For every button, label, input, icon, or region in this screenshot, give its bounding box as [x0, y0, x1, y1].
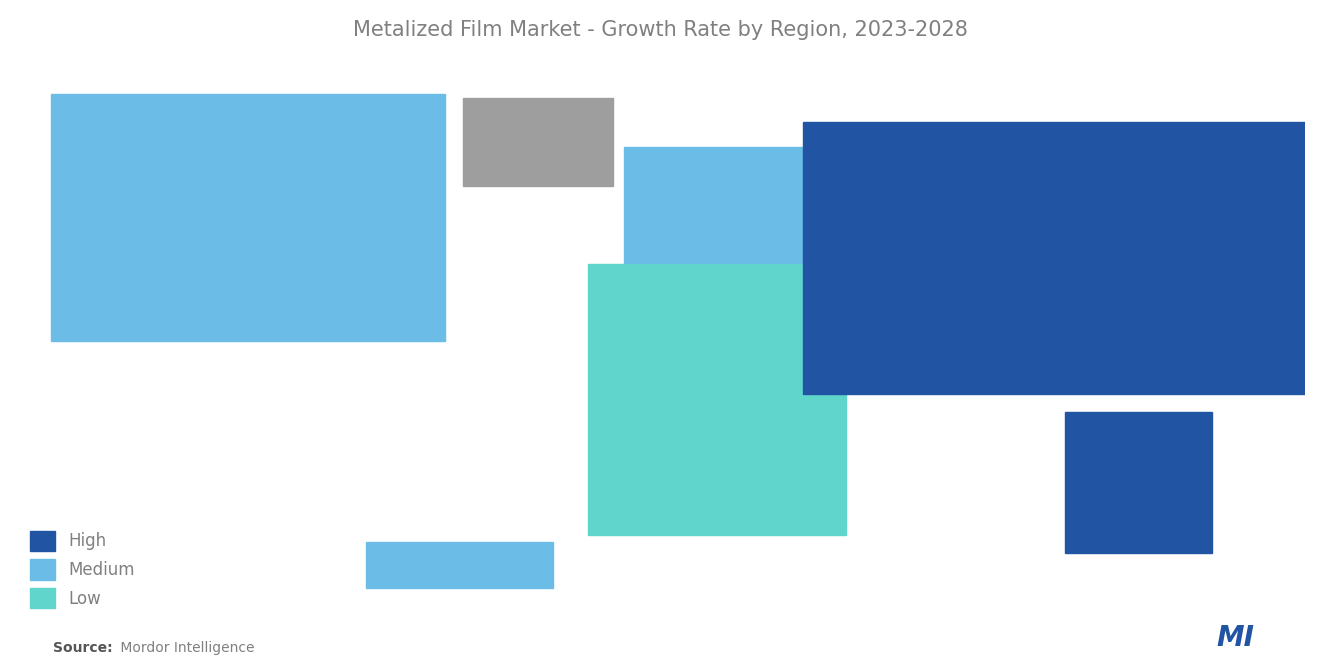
Text: Source:: Source:	[53, 641, 112, 655]
Text: MI: MI	[1216, 624, 1254, 652]
Bar	[463, 98, 614, 186]
Bar	[804, 122, 1305, 394]
Bar	[51, 94, 445, 341]
Text: Mordor Intelligence: Mordor Intelligence	[116, 641, 255, 655]
Bar	[366, 542, 553, 588]
Bar	[589, 263, 846, 535]
Legend: High, Medium, Low: High, Medium, Low	[24, 524, 141, 615]
Bar	[624, 147, 804, 271]
Bar	[1065, 412, 1212, 553]
Text: Metalized Film Market - Growth Rate by Region, 2023-2028: Metalized Film Market - Growth Rate by R…	[352, 20, 968, 40]
